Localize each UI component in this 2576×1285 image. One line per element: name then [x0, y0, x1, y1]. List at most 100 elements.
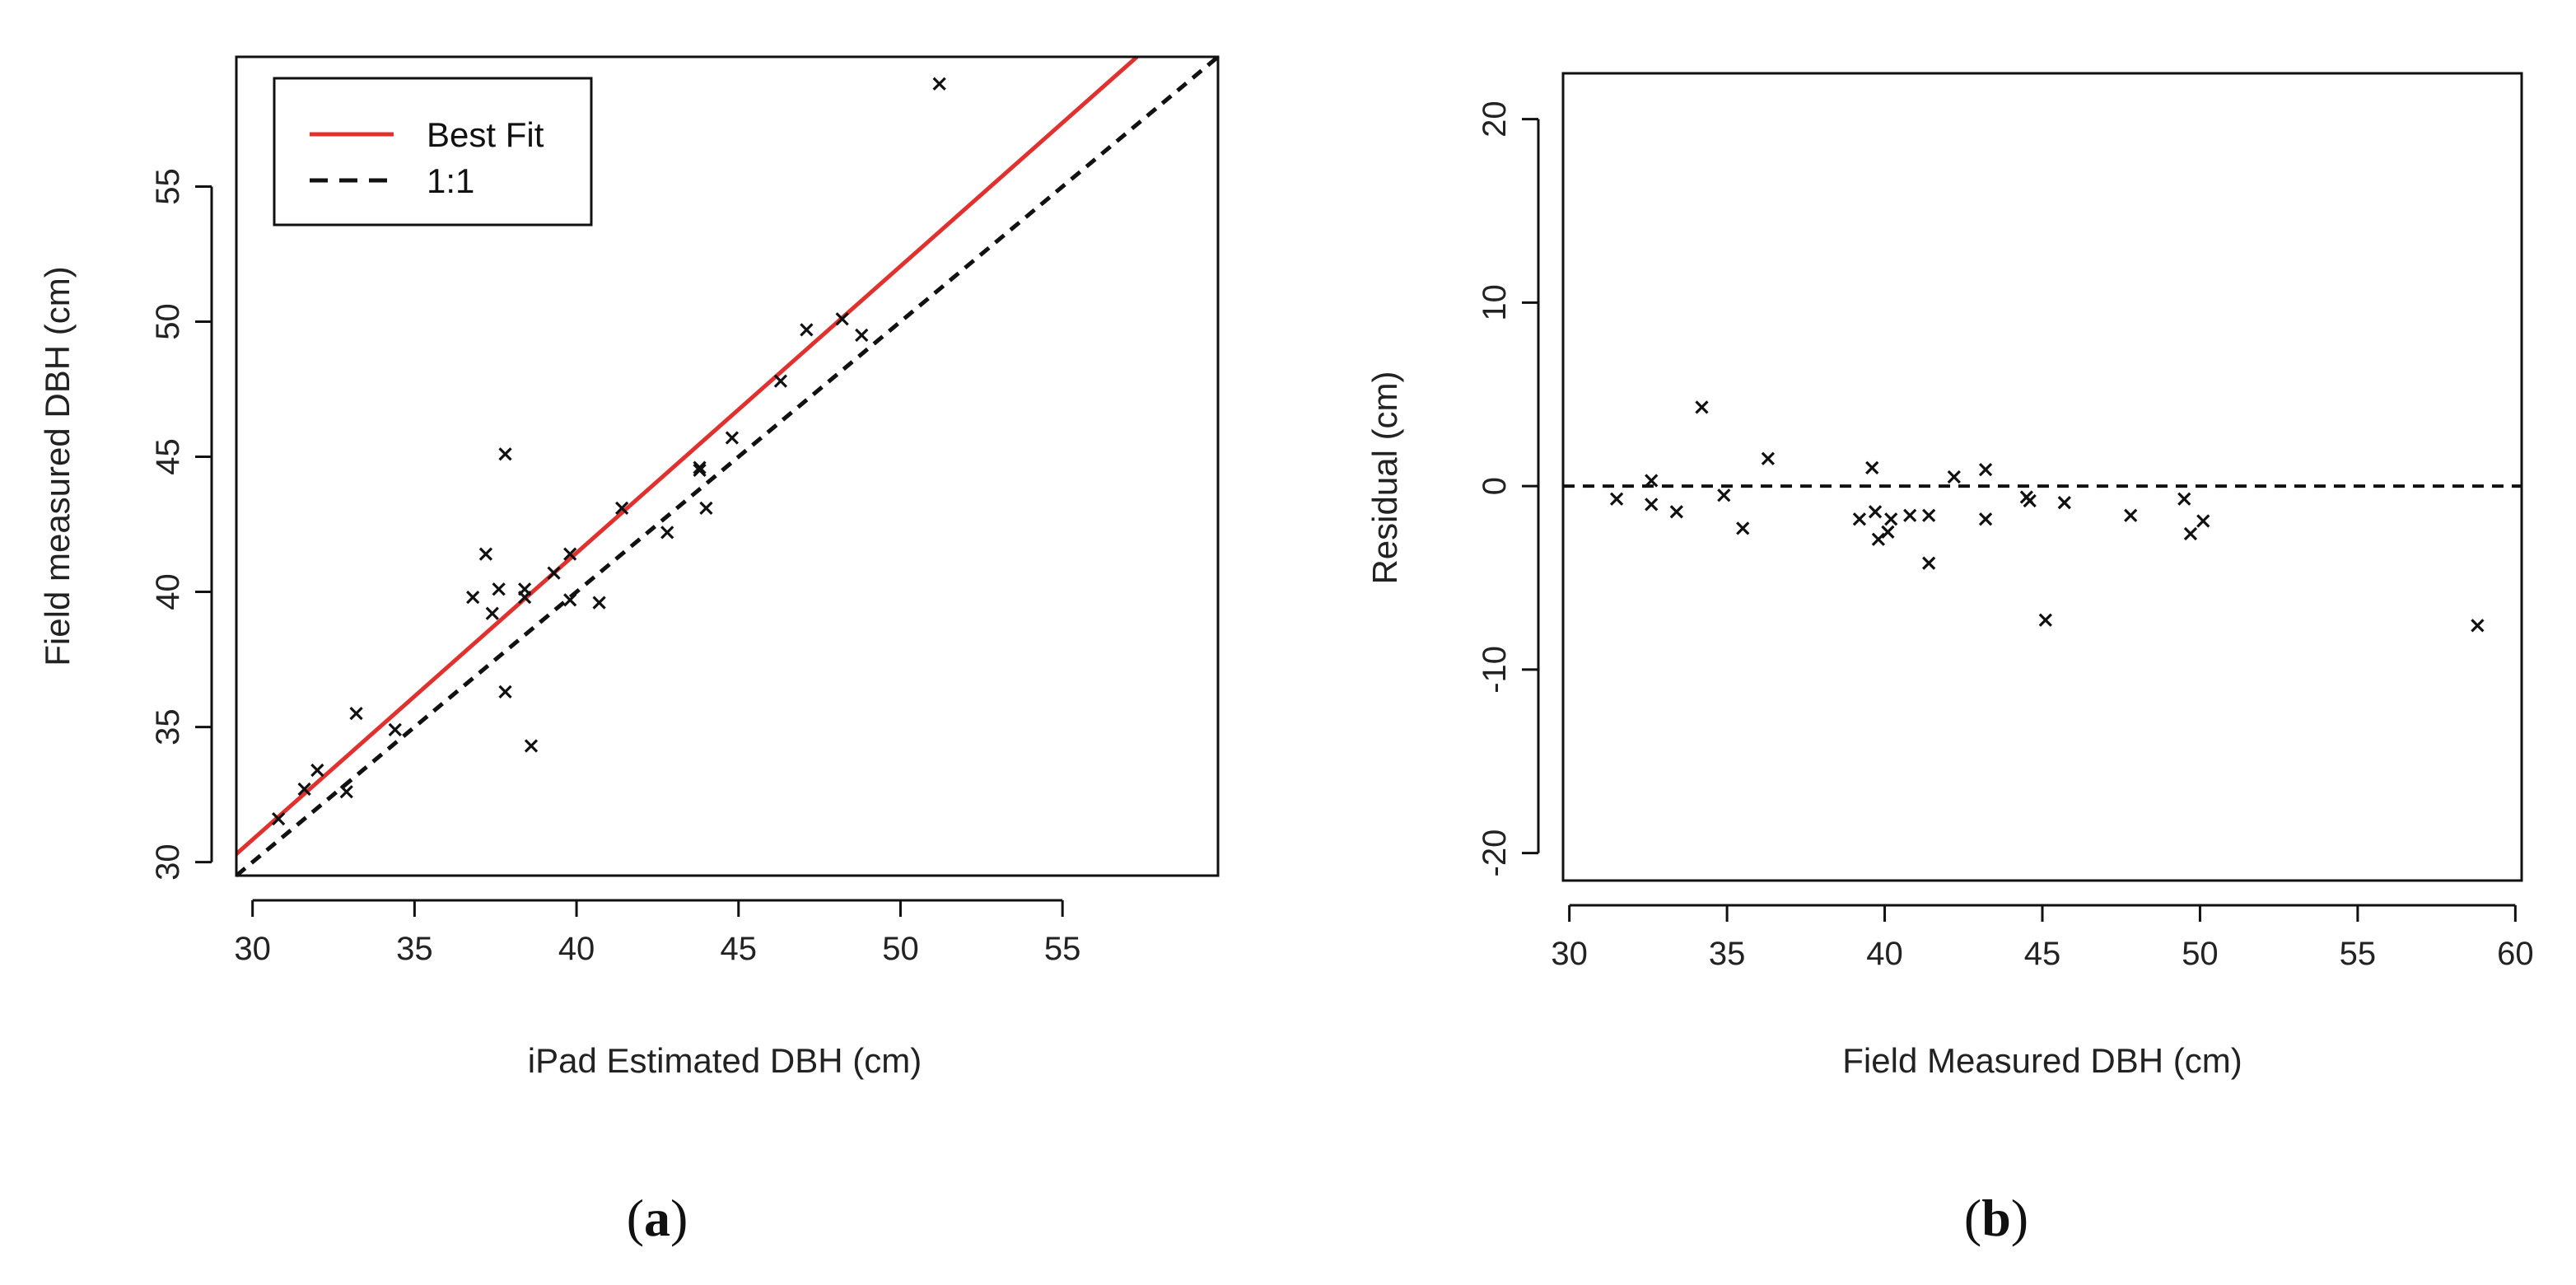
data-point [1761, 451, 1776, 465]
panel-a-y-tick-label: 45 [150, 438, 186, 475]
data-point [699, 501, 713, 515]
data-point [563, 593, 577, 607]
data-point [693, 460, 707, 474]
legend-box [273, 77, 593, 227]
panel-b-y-tick-label: 10 [1477, 284, 1513, 321]
panel-b-y-tick-label: -20 [1477, 829, 1513, 877]
panel-b-y-axis-title: Residual (cm) [1365, 371, 1404, 584]
data-point [1978, 512, 1993, 526]
data-point [498, 685, 512, 699]
data-point [1645, 474, 1659, 488]
data-point [2057, 496, 2071, 510]
data-point [932, 77, 946, 91]
data-point [1736, 521, 1750, 535]
data-point [547, 566, 561, 580]
panel-a-x-axis-title: iPad Estimated DBH (cm) [528, 1041, 922, 1080]
data-point [2023, 493, 2037, 508]
panel-a-x-tick-label: 45 [721, 931, 758, 967]
best-fit-line [235, 55, 1139, 856]
panel-a-x-tick-label: 35 [396, 931, 433, 967]
panel-b-x-tick-label: 40 [1866, 936, 1903, 972]
panel-b-points [1609, 400, 2485, 633]
data-point [1881, 525, 1895, 539]
panel-b-x-axis-title: Field Measured DBH (cm) [1842, 1041, 2242, 1080]
panel-a-fit-lines [235, 55, 1220, 877]
data-point [1884, 512, 1898, 526]
data-point [615, 501, 629, 515]
data-point [563, 547, 577, 561]
data-point [466, 590, 480, 605]
data-point [592, 596, 606, 610]
panel-a-y-tick-label: 40 [150, 573, 186, 610]
panel-b-y-axis: -20 -10 0 10 20 [1477, 100, 1540, 877]
panel-a-y-tick-label: 55 [150, 168, 186, 205]
data-point [2471, 619, 2485, 633]
panel-b-x-tick-label: 35 [1709, 936, 1746, 972]
data-point [1922, 508, 1936, 522]
panel-a-y-axis: 30 35 40 45 50 55 [150, 168, 213, 881]
data-point [1717, 488, 1731, 502]
panel-b-caption-letter: b [1981, 1189, 2011, 1247]
data-point [272, 811, 286, 826]
panel-a-scatter-plot: 30 35 40 45 50 55 30 35 40 45 50 55 Best Fit 1:1 i… [38, 55, 1220, 1247]
data-point [1978, 462, 1993, 477]
data-point [310, 763, 324, 778]
data-point [388, 722, 402, 736]
data-point [339, 785, 353, 799]
data-point [492, 582, 506, 596]
data-point [1645, 498, 1659, 512]
data-point [524, 739, 539, 753]
data-point [2196, 514, 2210, 528]
data-point [1852, 512, 1867, 526]
data-point [2183, 526, 2198, 541]
panel-a-points [272, 77, 946, 826]
data-point [1871, 532, 1886, 546]
data-point [725, 431, 740, 445]
data-point [2038, 613, 2052, 627]
data-point [835, 312, 849, 326]
panel-b-x-tick-label: 60 [2497, 936, 2534, 972]
legend-best-fit-label: Best Fit [427, 115, 544, 154]
panel-a-y-tick-label: 35 [150, 708, 186, 745]
panel-a-caption-label: (a) [627, 1189, 688, 1247]
panel-b-x-tick-label: 50 [2182, 936, 2219, 972]
panel-b-residual-plot: 30 35 40 45 50 55 60 -20 -10 0 10 20 Field Measure… [1365, 72, 2534, 1247]
panel-b-caption-label: (b) [1964, 1189, 2028, 1247]
data-point [498, 447, 512, 461]
panel-a-x-tick-label: 40 [558, 931, 595, 967]
data-point [2124, 508, 2138, 522]
data-point [1695, 400, 1709, 414]
data-point [517, 590, 532, 605]
legend: Best Fit 1:1 [273, 77, 593, 227]
data-point [693, 463, 707, 478]
data-point [485, 606, 499, 620]
panel-b-y-tick-label: 20 [1477, 100, 1513, 138]
legend-one-to-one-label: 1:1 [427, 161, 474, 200]
panel-b-x-tick-label: 45 [2024, 936, 2061, 972]
data-point [2177, 492, 2191, 506]
panel-a-x-tick-label: 50 [882, 931, 919, 967]
data-point [1868, 505, 1883, 519]
data-point [800, 323, 814, 337]
data-point [855, 328, 869, 343]
data-point [297, 782, 311, 797]
panel-b-plot-frame [1561, 72, 2523, 882]
data-point [1922, 556, 1936, 570]
panel-a-y-tick-label: 50 [150, 303, 186, 340]
one-to-one-line [235, 55, 1220, 877]
data-point [478, 547, 493, 561]
panel-a-x-tick-label: 55 [1044, 931, 1081, 967]
panel-b-y-tick-label: -10 [1477, 646, 1513, 694]
data-point [349, 707, 363, 721]
panel-b-x-tick-label: 30 [1551, 936, 1588, 972]
data-point [1947, 470, 1961, 484]
panel-a-caption-letter: a [644, 1189, 670, 1247]
data-point [1865, 460, 1879, 474]
panel-a-y-tick-label: 30 [150, 843, 186, 881]
panel-a-plot-frame [235, 55, 1220, 877]
panel-b-y-tick-label: 0 [1477, 477, 1513, 495]
panel-b-x-axis: 30 35 40 45 50 55 60 [1551, 904, 2534, 972]
panel-a-y-axis-title: Field measured DBH (cm) [38, 266, 77, 666]
data-point [660, 526, 674, 540]
